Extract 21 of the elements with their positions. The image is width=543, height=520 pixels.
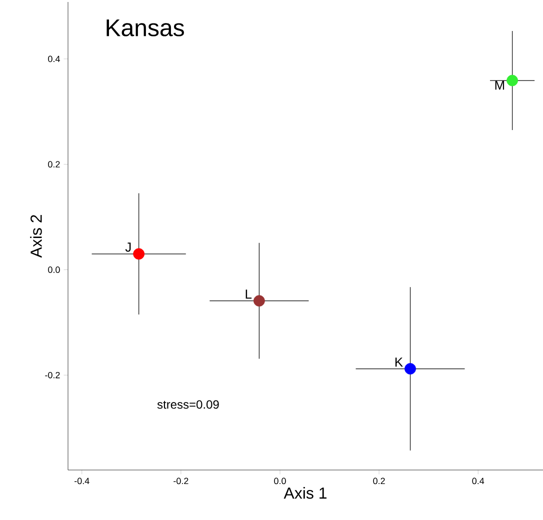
y-tick-label: 0.4 <box>48 56 60 62</box>
x-axis-title: Axis 1 <box>284 486 326 499</box>
y-tick-label: -0.2 <box>45 372 60 378</box>
series-label: L <box>246 290 252 299</box>
point <box>404 363 416 375</box>
y-axis-title: Axis 2 <box>30 215 42 258</box>
series-label: M <box>495 80 504 90</box>
x-tick-label: -0.4 <box>74 478 90 484</box>
x-tick-label: 0.0 <box>274 478 286 484</box>
point <box>133 248 145 260</box>
point <box>253 295 265 307</box>
y-tick-label: 0.2 <box>48 161 60 168</box>
x-tick-label: 0.4 <box>472 478 484 484</box>
series-label: J <box>125 242 131 252</box>
annotation: stress=0.09 <box>157 400 219 409</box>
point <box>506 74 518 86</box>
x-tick-label: -0.2 <box>174 478 188 484</box>
y-tick-label: 0.0 <box>48 266 60 273</box>
series-label: K <box>395 358 403 367</box>
x-tick-label: 0.2 <box>373 478 385 484</box>
text: Kansas <box>106 20 184 36</box>
